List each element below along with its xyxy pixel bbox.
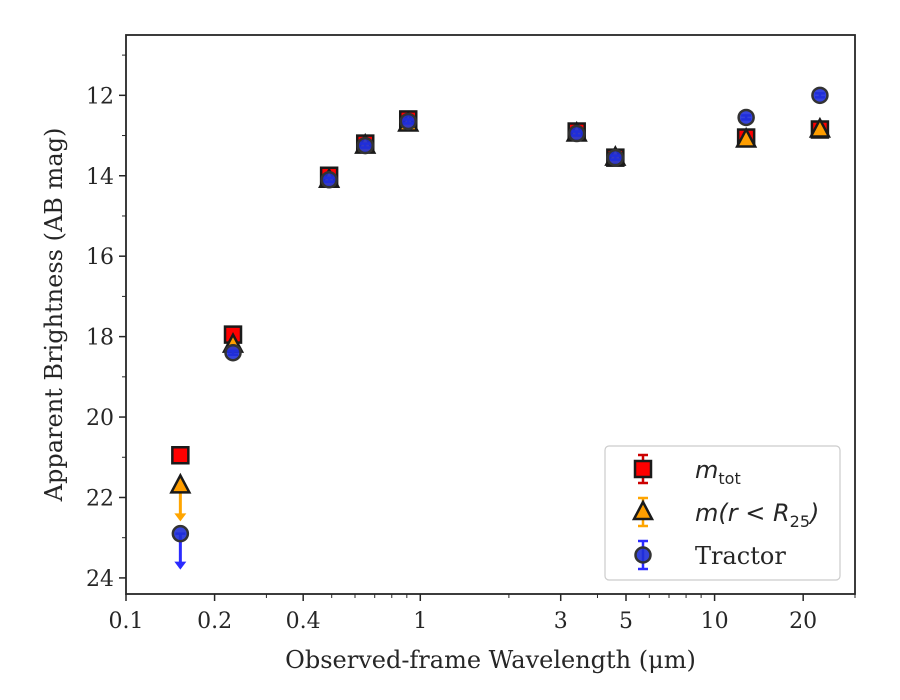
data-point-circle: [224, 343, 242, 362]
legend-marker-square: [633, 459, 653, 479]
legend-label: mtot: [695, 456, 741, 488]
data-point-circle: [320, 171, 338, 189]
data-point-triangle: [808, 116, 832, 138]
x-tick-label: 1: [413, 609, 427, 634]
legend-marker-triangle: [631, 499, 655, 521]
data-points: [169, 86, 832, 570]
y-tick-label: 20: [86, 406, 114, 431]
data-point-circle: [399, 112, 417, 131]
x-tick-label: 20: [789, 609, 817, 634]
upper-limit-arrowhead: [174, 561, 187, 570]
axes: 0.1 0.2 0.4 1 3 5 10 20 12 14 16 18 20 22 24: [86, 54, 856, 634]
legend-label: m(r < R25): [695, 499, 819, 531]
legend-item: Tractor: [634, 539, 786, 571]
x-tick-label: 3: [554, 609, 568, 634]
data-point-square: [171, 446, 190, 465]
y-tick-label: 22: [86, 486, 114, 511]
y-tick-label: 24: [86, 567, 114, 592]
x-tick-label: 5: [619, 609, 633, 634]
data-point-circle: [356, 136, 374, 155]
data-point-circle: [606, 148, 625, 167]
legend-label: Tractor: [695, 542, 786, 570]
x-axis-title: Observed-frame Wavelength (μm): [285, 646, 696, 674]
upper-limit-arrowhead: [174, 513, 187, 522]
x-tick-label: 0.4: [286, 609, 321, 634]
legend-box: [604, 445, 841, 581]
y-tick-label: 16: [86, 245, 114, 270]
x-tick-label: 0.1: [109, 609, 144, 634]
data-point-triangle: [169, 472, 192, 494]
data-point-circle: [737, 108, 755, 127]
x-tick-label: 0.2: [197, 609, 232, 634]
data-point-circle: [171, 524, 190, 543]
y-tick-label: 12: [86, 84, 114, 109]
y-tick-label: 18: [86, 326, 114, 351]
data-point-circle: [567, 124, 586, 143]
legend: mtot m(r < R25) Tractor: [604, 445, 841, 581]
series-square: [171, 110, 830, 465]
x-tick-label: 10: [701, 609, 729, 634]
legend-item: m(r < R25): [631, 496, 819, 531]
legend-item: mtot: [633, 453, 741, 488]
data-point-triangle: [735, 126, 758, 148]
y-tick-label: 14: [86, 165, 114, 190]
data-point-circle: [811, 86, 829, 105]
legend-marker-circle: [634, 546, 652, 564]
series-circle: [171, 86, 829, 570]
plot-frame: [125, 34, 856, 595]
y-axis-title: Apparent Brightness (AB mag): [40, 128, 68, 503]
